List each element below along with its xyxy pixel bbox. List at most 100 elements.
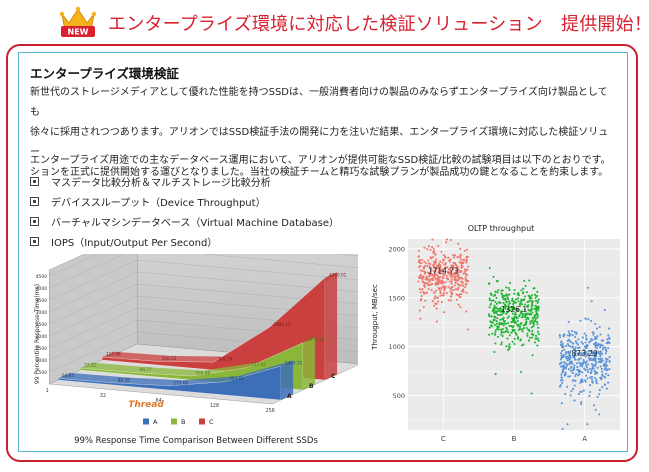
scatter-point — [497, 289, 500, 292]
scatter-point — [530, 333, 534, 336]
scatter-point — [534, 299, 537, 303]
scatter-point — [535, 334, 538, 337]
scatter-point — [452, 266, 456, 269]
scatter-point — [599, 346, 602, 349]
scatter-point — [594, 364, 597, 367]
y-axis-label: Througput, MB/sec — [371, 284, 379, 351]
chart-title: 99% Response Time Comparison Between Dif… — [74, 436, 318, 446]
scatter-point — [571, 334, 574, 337]
scatter-point — [517, 325, 520, 328]
scatter-point — [532, 323, 536, 326]
scatter-point — [588, 390, 592, 394]
scatter-point — [567, 320, 570, 323]
scatter-point — [462, 290, 465, 293]
scatter-point — [532, 317, 535, 320]
scatter-point — [447, 268, 451, 271]
scatter-point — [601, 373, 604, 376]
paragraph-line: 新世代のストレージメディアとして優れた性能を持つSSDは、一般消費者向けの製品の… — [30, 87, 608, 118]
list-item-label: マスデータ比較分析＆マルチストレージ比較分析 — [51, 177, 271, 189]
scatter-point — [518, 315, 521, 318]
scatter-point — [572, 387, 575, 390]
data-label: 94.77 — [140, 367, 152, 372]
scatter-point — [434, 273, 438, 276]
scatter-point — [537, 339, 540, 342]
scatter-point — [537, 326, 540, 329]
mean-label: 873.29 — [572, 349, 598, 358]
scatter-point — [433, 252, 436, 256]
scatter-point — [599, 361, 602, 364]
scatter-point — [488, 299, 491, 302]
scatter-point — [532, 325, 535, 328]
scatter-point — [534, 296, 537, 300]
scatter-point — [439, 265, 442, 269]
scatter-point — [566, 363, 569, 366]
scatter-point — [449, 258, 452, 261]
scatter-point — [427, 259, 430, 262]
scatter-point — [465, 248, 469, 251]
scatter-point — [498, 313, 502, 317]
scatter-point — [519, 323, 522, 326]
scatter-point — [422, 267, 425, 270]
scatter-point — [417, 265, 421, 269]
scatter-point — [589, 372, 592, 375]
scatter-point — [568, 354, 571, 357]
scatter-point — [600, 339, 603, 342]
scatter-point — [580, 402, 583, 406]
scatter-point — [524, 284, 527, 288]
scatter-point — [562, 370, 565, 373]
scatter-point — [442, 274, 445, 277]
paragraph-line: 徐々に採用されつつあります。アリオンではSSD検証手法の開発に力を注いだ結果、エ… — [30, 127, 609, 158]
scatter-point — [449, 238, 452, 242]
scatter-point — [457, 268, 460, 272]
scatter-point — [588, 384, 592, 387]
scatter-point — [507, 300, 511, 303]
scatter-point — [536, 306, 539, 309]
scatter-point — [567, 330, 570, 333]
scatter-point — [564, 355, 567, 359]
scatter-point — [515, 333, 518, 336]
scatter-point — [432, 274, 435, 277]
scatter-point — [533, 293, 537, 296]
scatter-point — [521, 330, 524, 333]
scatter-point — [421, 258, 424, 262]
scatter-point — [492, 275, 495, 278]
scatter-point — [604, 357, 607, 360]
scatter-point — [566, 355, 569, 358]
scatter-point — [455, 267, 458, 270]
scatter-point — [508, 343, 511, 346]
scatter-point — [419, 317, 422, 320]
scatter-point — [577, 358, 581, 361]
scatter-point — [574, 335, 577, 339]
scatter-point — [507, 315, 510, 318]
scatter-point — [596, 344, 599, 347]
scatter-point — [439, 280, 442, 283]
scatter-point — [598, 393, 601, 396]
scatter-point — [604, 352, 607, 355]
scatter-point — [433, 291, 436, 294]
scatter-point — [465, 280, 468, 283]
scatter-point — [448, 287, 452, 290]
scatter-point — [432, 278, 435, 282]
scatter-point — [573, 399, 576, 402]
data-label: 165.46 — [196, 371, 211, 376]
scatter-point — [437, 286, 440, 289]
scatter-point — [515, 298, 518, 301]
scatter-point — [600, 367, 603, 370]
scatter-point — [491, 321, 494, 324]
data-label: 1414.71 — [285, 361, 303, 366]
scatter-point — [596, 335, 599, 338]
scatter-point — [523, 316, 526, 319]
scatter-point — [502, 331, 505, 334]
scatter-point — [447, 299, 450, 302]
scatter-point — [505, 312, 508, 315]
series-top-surface — [102, 272, 338, 363]
scatter-point — [419, 269, 422, 272]
scatter-point — [578, 373, 581, 376]
scatter-point — [525, 320, 528, 324]
scatter-point — [522, 287, 525, 290]
scatter-point — [584, 351, 587, 354]
scatter-point — [585, 338, 588, 341]
scatter-point — [585, 365, 589, 369]
scatter-point — [561, 342, 564, 345]
scatter-point — [529, 320, 532, 323]
